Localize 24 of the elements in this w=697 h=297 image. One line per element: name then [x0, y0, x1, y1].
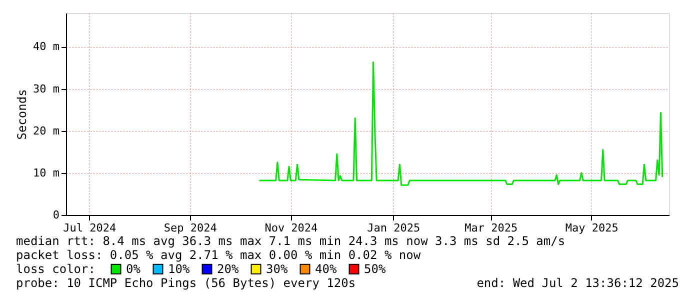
- text: probe: 10 ICMP Echo Pings (56 Bytes) every 120s: [16, 276, 356, 290]
- text: packet loss: 0.05 % avg 2.71 % max 0.00 % min 0.02 % now: [16, 248, 422, 262]
- legend-label: 40%: [315, 262, 338, 276]
- legend-label: 50%: [364, 262, 386, 276]
- x-tick-label: May 2025: [565, 222, 618, 234]
- y-tick-label: 0: [52, 208, 60, 222]
- legend-label: 20%: [217, 262, 240, 276]
- x-tick-label: Jan 2025: [367, 222, 420, 234]
- x-tick-label: Mar 2025: [464, 222, 518, 234]
- legend-label: 30%: [266, 262, 288, 276]
- legend-label: 10%: [168, 262, 190, 276]
- text: median rtt: 8.4 ms avg 36.3 ms max 7.1 ms min 24.3 ms now 3.3 ms sd 2.5 am/s: [16, 234, 566, 248]
- x-tick-label: Sep 2024: [164, 222, 218, 234]
- y-tick-label: 30 m: [33, 82, 60, 96]
- line-series: [258, 61, 664, 186]
- y-tick-label: 10 m: [33, 166, 60, 180]
- x-tick-label: Nov 2024: [264, 222, 318, 234]
- x-tick-label: Jul 2024: [63, 222, 116, 234]
- text: end: Wed Jul 2 13:36:12 2025: [476, 276, 679, 290]
- y-tick-label: 20 m: [33, 124, 60, 138]
- y-axis-title: Seconds: [15, 89, 30, 140]
- y-tick-label: 40 m: [33, 40, 60, 54]
- legend-label: 0%: [126, 262, 142, 276]
- legend-title: loss color:: [16, 262, 96, 276]
